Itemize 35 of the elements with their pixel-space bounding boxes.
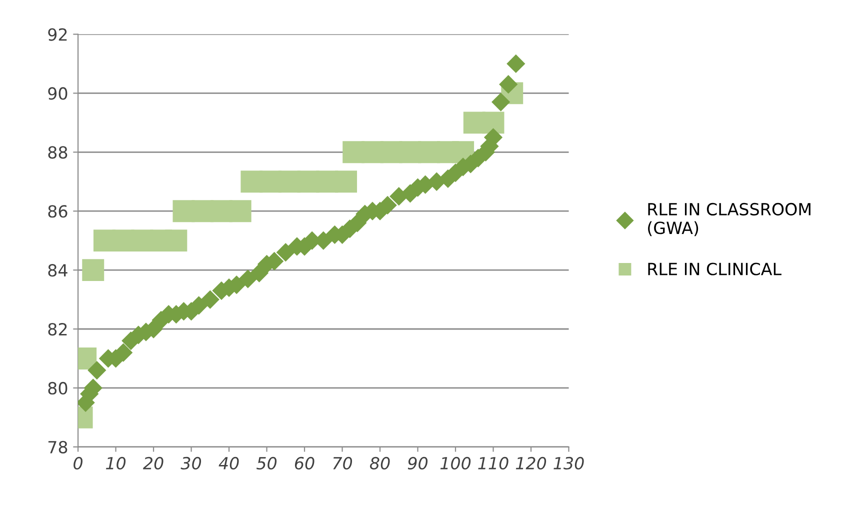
point <box>165 230 188 252</box>
x-tick-label: 0 <box>74 456 82 470</box>
y-tick-label: 80 <box>48 382 68 395</box>
x-tick-label: 120 <box>516 456 546 470</box>
point <box>238 270 258 288</box>
y-tick-label: 82 <box>48 322 67 336</box>
y-tick-label: 78 <box>48 440 68 454</box>
x-tick-label: 80 <box>370 456 390 470</box>
y-tick-label: 86 <box>48 205 68 218</box>
point <box>88 360 106 380</box>
x-tick-label: 40 <box>218 456 239 470</box>
x-tick-label: 10 <box>106 456 126 470</box>
point <box>506 54 526 74</box>
point <box>82 259 104 282</box>
x-tick-label: 20 <box>142 456 164 470</box>
x-tick-label: 110 <box>478 456 508 470</box>
y-tick-label: 88 <box>48 146 68 159</box>
point <box>482 112 504 134</box>
y-tick-label: 90 <box>48 87 68 100</box>
x-tick-label: 70 <box>333 456 352 470</box>
point <box>229 200 252 222</box>
point <box>200 290 220 309</box>
x-tick-label: 60 <box>294 456 314 470</box>
point <box>335 170 358 193</box>
y-tick-label: 84 <box>48 264 68 277</box>
x-tick-label: 100 <box>440 456 471 470</box>
point <box>276 243 295 262</box>
legend-label: RLE IN CLINICAL <box>648 262 782 276</box>
point <box>491 92 510 112</box>
x-tick-label: 90 <box>408 456 428 470</box>
legend-label: RLE IN CLASSROOM (GWA) <box>648 202 810 236</box>
x-tick-label: 30 <box>180 456 202 470</box>
x-tick-label: 50 <box>256 456 277 470</box>
y-tick-label: 92 <box>48 28 67 41</box>
x-tick-label: 130 <box>554 456 584 470</box>
